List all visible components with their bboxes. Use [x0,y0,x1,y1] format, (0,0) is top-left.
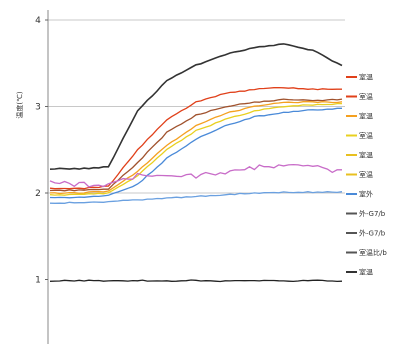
y-tick-label-3: 1 [35,276,41,286]
y-tick-label-2: 2 [35,189,41,199]
y-ticks: 4 3 2 1 [35,16,48,286]
series-line-5 [49,107,342,199]
y-tick-label-0: 4 [35,16,41,26]
series-line-2 [49,98,343,192]
legend-label-5: 室温 [359,170,373,179]
legend-label-4: 室温 [359,151,373,160]
y-axis-label: 温度(℃) [15,91,24,119]
series-line-8 [49,279,343,283]
legend-label-9: 室温比/b [359,248,387,257]
series-line-0 [49,43,343,170]
series-line-3 [49,101,343,195]
legend-label-1: 室温 [359,92,373,101]
legend-label-3: 室温 [359,131,373,140]
legend-label-7: 外-G7/b [359,209,386,218]
legend-label-6: 室外 [359,190,373,199]
series-line-4 [49,102,342,196]
legend-label-8: 外-G7/b [359,229,386,238]
legend-label-10: 室温 [359,268,373,277]
y-tick-label-1: 3 [35,103,41,113]
legend-label-2: 室温 [359,112,373,121]
series-group [49,43,343,283]
legend-label-0: 室温 [359,73,373,82]
series-line-6 [49,163,342,188]
series-line-7 [49,191,343,204]
gridlines [48,19,345,194]
series-line-1 [49,86,342,190]
